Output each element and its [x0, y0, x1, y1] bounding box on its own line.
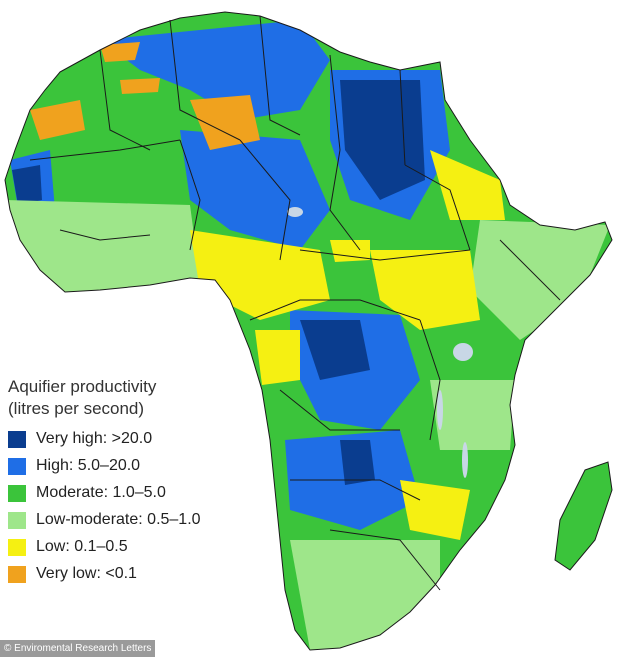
madagascar — [554, 461, 613, 571]
legend-swatch — [8, 511, 26, 529]
legend-label: Low-moderate: 0.5–1.0 — [36, 511, 201, 528]
legend-swatch — [8, 484, 26, 502]
lake-chad — [287, 207, 303, 217]
country-borders — [4, 11, 613, 651]
image-credit: © Enviromental Research Letters — [0, 640, 156, 657]
legend-label: Low: 0.1–0.5 — [36, 538, 128, 555]
legend-item: Low-moderate: 0.5–1.0 — [8, 509, 268, 531]
legend-swatch — [8, 457, 26, 475]
legend-label: Very low: <0.1 — [36, 565, 137, 582]
legend-label: High: 5.0–20.0 — [36, 457, 141, 474]
legend-swatch — [8, 565, 26, 583]
legend-swatch — [8, 538, 26, 556]
legend-label: Moderate: 1.0–5.0 — [36, 484, 166, 501]
legend-item: Very low: <0.1 — [8, 563, 268, 585]
legend: Aquifier productivity (litres per second… — [8, 376, 268, 585]
legend-title-line1: Aquifier productivity — [8, 377, 157, 396]
lake-malawi — [462, 442, 468, 478]
legend-item: High: 5.0–20.0 — [8, 455, 268, 477]
legend-swatch — [8, 430, 26, 448]
legend-item: Moderate: 1.0–5.0 — [8, 482, 268, 504]
legend-label: Very high: >20.0 — [36, 430, 153, 447]
legend-title-line2: (litres per second) — [8, 399, 145, 418]
lake-tanganyika — [437, 390, 443, 430]
legend-item: Very high: >20.0 — [8, 428, 268, 450]
legend-item: Low: 0.1–0.5 — [8, 536, 268, 558]
lake-victoria — [453, 343, 473, 361]
